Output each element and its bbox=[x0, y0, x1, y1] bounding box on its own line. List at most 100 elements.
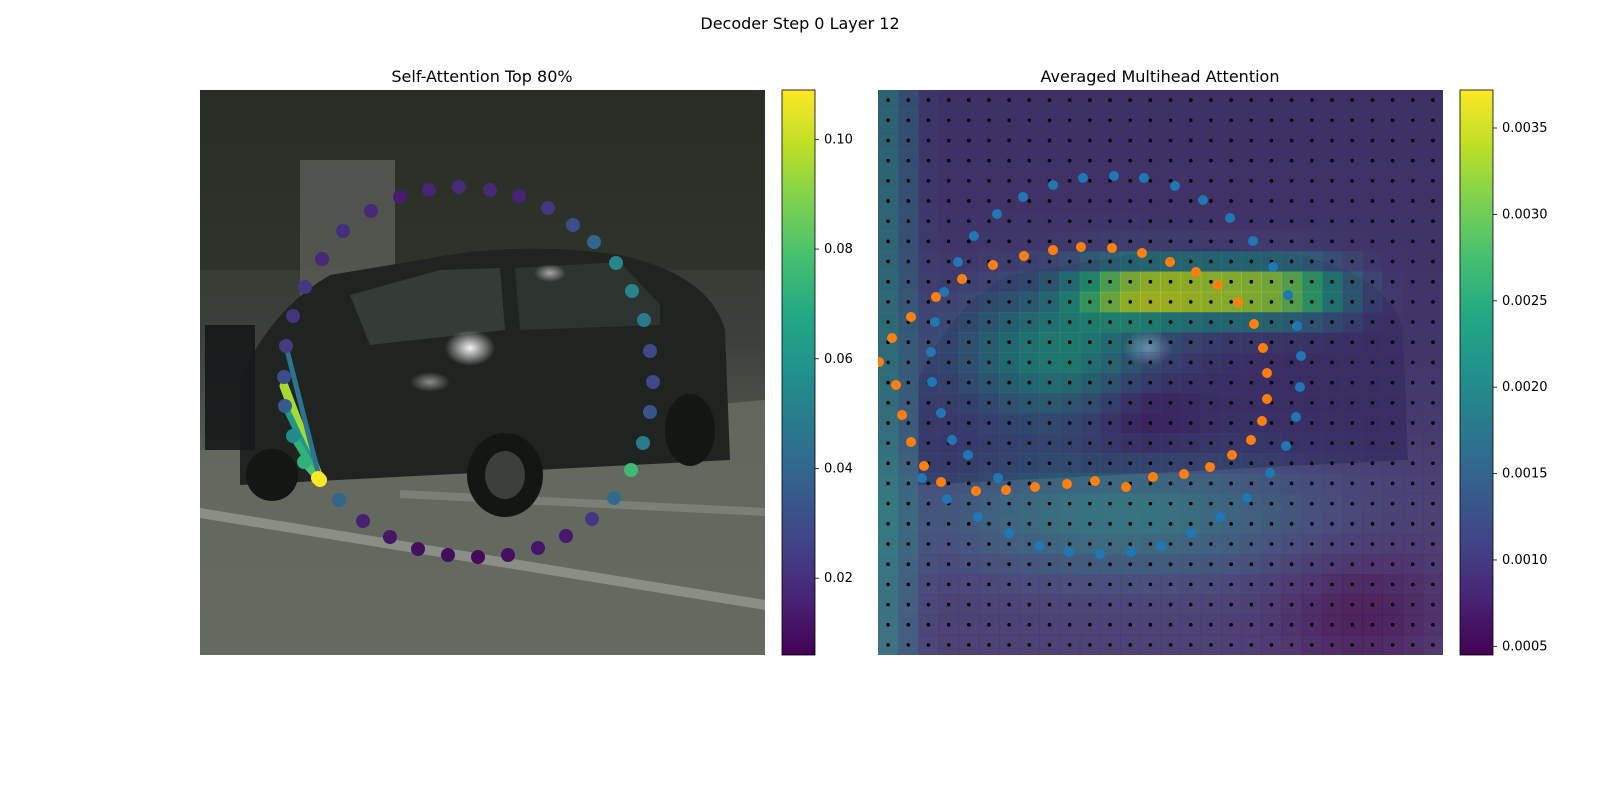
blue-point bbox=[1139, 173, 1149, 183]
grid-dot bbox=[1067, 179, 1072, 183]
grid-dot bbox=[1431, 340, 1435, 345]
grid-dot bbox=[1128, 138, 1133, 143]
attention-point bbox=[643, 344, 657, 358]
grid-dot bbox=[946, 98, 951, 102]
grid-dot bbox=[1088, 602, 1092, 607]
grid-dot bbox=[1310, 522, 1314, 526]
orange-point bbox=[1227, 450, 1237, 460]
grid-dot bbox=[1047, 622, 1052, 627]
grid-dot bbox=[1249, 421, 1254, 425]
blue-point bbox=[927, 377, 937, 387]
grid-dot bbox=[1229, 138, 1233, 143]
grid-dot bbox=[987, 522, 991, 526]
grid-dot bbox=[1390, 179, 1395, 183]
grid-dot bbox=[906, 199, 911, 203]
grid-dot bbox=[1330, 199, 1334, 203]
grid-dot bbox=[1188, 279, 1193, 284]
attention-point bbox=[393, 190, 407, 204]
grid-dot bbox=[906, 643, 911, 647]
grid-dot bbox=[1128, 522, 1133, 526]
grid-dot bbox=[1431, 582, 1435, 587]
colorbar-tick-label: 0.06 bbox=[824, 352, 853, 367]
grid-dot bbox=[1390, 199, 1395, 203]
grid-dot bbox=[1431, 158, 1435, 163]
grid-dot bbox=[1390, 400, 1395, 405]
grid-dot bbox=[1390, 481, 1395, 486]
grid-dot bbox=[1310, 501, 1314, 506]
grid-dot bbox=[886, 158, 890, 163]
attention-point bbox=[422, 183, 436, 197]
grid-dot bbox=[886, 622, 890, 627]
grid-dot bbox=[1168, 118, 1173, 123]
grid-dot bbox=[967, 360, 971, 365]
blue-point bbox=[1281, 441, 1291, 451]
blue-point bbox=[1215, 512, 1225, 522]
grid-dot bbox=[946, 582, 951, 587]
grid-dot bbox=[1289, 622, 1294, 627]
grid-dot bbox=[1310, 582, 1314, 587]
grid-dot bbox=[1047, 441, 1052, 445]
grid-dot bbox=[1269, 219, 1274, 223]
grid-dot bbox=[1249, 158, 1254, 163]
grid-dot bbox=[1088, 400, 1092, 405]
grid-dot bbox=[1209, 501, 1213, 506]
grid-dot bbox=[1209, 239, 1213, 244]
grid-dot bbox=[1007, 542, 1011, 546]
grid-dot bbox=[926, 138, 931, 143]
grid-dot bbox=[967, 239, 971, 244]
grid-dot bbox=[1350, 219, 1354, 223]
grid-dot bbox=[1148, 522, 1153, 526]
orange-point bbox=[1030, 482, 1040, 492]
grid-dot bbox=[906, 239, 911, 244]
grid-dot bbox=[987, 622, 991, 627]
attention-point bbox=[297, 455, 311, 469]
grid-dot bbox=[1249, 461, 1254, 466]
grid-dot bbox=[1431, 441, 1435, 445]
grid-dot bbox=[1310, 602, 1314, 607]
grid-dot bbox=[1128, 239, 1133, 244]
grid-dot bbox=[1168, 179, 1173, 183]
blue-point bbox=[1126, 547, 1136, 557]
grid-dot bbox=[946, 199, 951, 203]
grid-dot bbox=[967, 481, 971, 486]
grid-dot bbox=[926, 481, 931, 486]
grid-dot bbox=[1148, 320, 1153, 324]
grid-dot bbox=[1229, 380, 1233, 385]
grid-dot bbox=[1410, 300, 1415, 304]
grid-dot bbox=[1007, 501, 1011, 506]
grid-dot bbox=[1269, 320, 1274, 324]
grid-dot bbox=[946, 138, 951, 143]
attention-point bbox=[566, 218, 580, 232]
grid-dot bbox=[1289, 400, 1294, 405]
grid-dot bbox=[926, 300, 931, 304]
grid-dot bbox=[1027, 643, 1032, 647]
grid-dot bbox=[987, 138, 991, 143]
grid-dot bbox=[1289, 522, 1294, 526]
grid-dot bbox=[1269, 158, 1274, 163]
colorbar-tick-label: 0.0015 bbox=[1502, 467, 1548, 482]
grid-dot bbox=[946, 259, 951, 264]
grid-dot bbox=[1067, 622, 1072, 627]
grid-dot bbox=[967, 602, 971, 607]
grid-dot bbox=[1067, 98, 1072, 102]
colorbar-tick-label: 0.08 bbox=[824, 242, 853, 257]
attention-point bbox=[585, 512, 599, 526]
grid-dot bbox=[1350, 300, 1354, 304]
grid-dot bbox=[1007, 380, 1011, 385]
grid-dot bbox=[1289, 158, 1294, 163]
grid-dot bbox=[1128, 98, 1133, 102]
grid-dot bbox=[1067, 360, 1072, 365]
grid-dot bbox=[926, 179, 931, 183]
grid-dot bbox=[1330, 643, 1334, 647]
grid-dot bbox=[967, 320, 971, 324]
grid-dot bbox=[1047, 421, 1052, 425]
grid-dot bbox=[1148, 582, 1153, 587]
grid-dot bbox=[1269, 179, 1274, 183]
grid-dot bbox=[886, 360, 890, 365]
grid-dot bbox=[1148, 360, 1153, 365]
grid-dot bbox=[1128, 158, 1133, 163]
grid-dot bbox=[1289, 179, 1294, 183]
grid-dot bbox=[1027, 461, 1032, 466]
grid-dot bbox=[1209, 179, 1213, 183]
grid-dot bbox=[1431, 138, 1435, 143]
